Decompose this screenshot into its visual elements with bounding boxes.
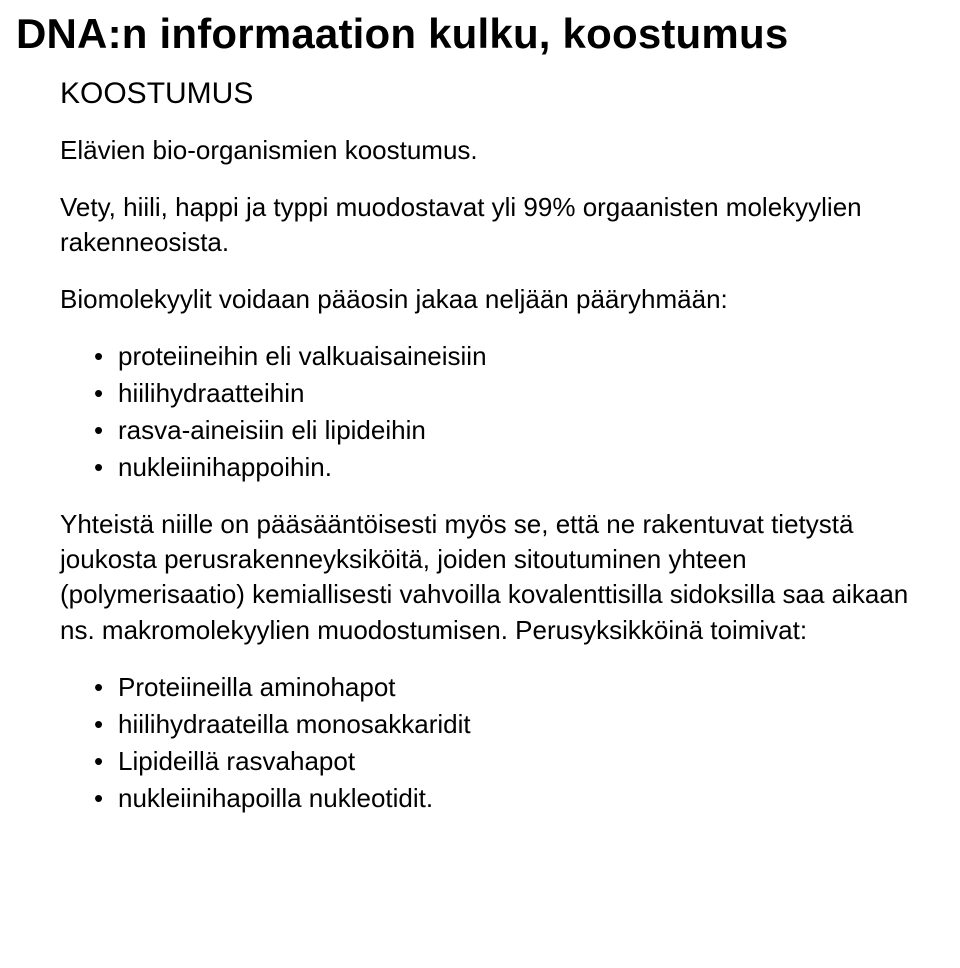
building-blocks-list: Proteiineilla aminohapot hiilihydraateil… — [60, 670, 920, 816]
list-item: proteiineihin eli valkuaisaineisiin — [94, 339, 920, 374]
list-item: rasva-aineisiin eli lipideihin — [94, 413, 920, 448]
paragraph-polymer: Yhteistä niille on pääsääntöisesti myös … — [60, 507, 920, 647]
list-item: nukleiinihappoihin. — [94, 450, 920, 485]
content-section: KOOSTUMUS Elävien bio-organismien koostu… — [16, 77, 944, 817]
page-title: DNA:n informaation kulku, koostumus — [16, 8, 944, 61]
list-item: hiilihydraatteihin — [94, 376, 920, 411]
list-item: hiilihydraateilla monosakkaridit — [94, 707, 920, 742]
paragraph-intro: Elävien bio-organismien koostumus. — [60, 133, 920, 168]
list-item: Proteiineilla aminohapot — [94, 670, 920, 705]
list-item: nukleiinihapoilla nukleotidit. — [94, 781, 920, 816]
paragraph-elements: Vety, hiili, happi ja typpi muodostavat … — [60, 190, 920, 260]
paragraph-groups-lead: Biomolekyylit voidaan pääosin jakaa nelj… — [60, 282, 920, 317]
list-item: Lipideillä rasvahapot — [94, 744, 920, 779]
document-page: DNA:n informaation kulku, koostumus KOOS… — [0, 0, 960, 862]
biomolecule-groups-list: proteiineihin eli valkuaisaineisiin hiil… — [60, 339, 920, 485]
section-subtitle: KOOSTUMUS — [60, 77, 920, 111]
